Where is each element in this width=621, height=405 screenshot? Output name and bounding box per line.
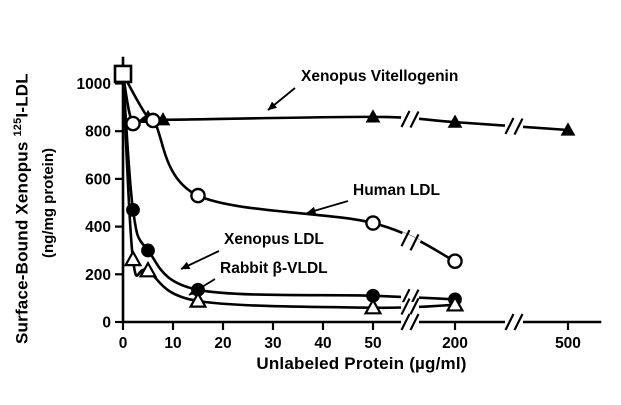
axis-breaks-layer [399, 110, 524, 331]
marker-open-triangle [188, 291, 208, 308]
marker-open-square [113, 64, 133, 84]
annotation-arrow-xenopus-vitellogenin [267, 87, 296, 111]
x-axis-break-slash [513, 313, 524, 331]
marker-open-circle [365, 215, 381, 231]
y-axis-title-text: Surface-Bound Xenopus [12, 136, 32, 344]
curve-break-human-ldl-slash [409, 233, 420, 251]
marker-open-triangle [445, 294, 465, 312]
annotation-label-xenopus-ldl: Xenopus LDL [224, 231, 324, 248]
curve-break-rabbit-vldl-gap [400, 301, 420, 312]
annotation-arrow-rabbit-vldl [188, 278, 216, 296]
marker-open-triangle [363, 297, 383, 315]
x-tick-label: 0 [119, 335, 128, 352]
y-tick-label: 1000 [77, 76, 111, 93]
x-tick-label: 500 [555, 335, 581, 352]
markers-layer [113, 64, 576, 315]
curve-break-human-ldl-gap [399, 231, 421, 249]
isotope-superscript: 125 [12, 117, 24, 137]
curve-break-xenopus-vitellogenin-slash [409, 111, 420, 129]
y-tick-label: 800 [85, 124, 111, 141]
marker-open-triangle [138, 260, 158, 278]
annotations-layer: Xenopus Vitellogenin Human LDL Xenopus LDL… [180, 68, 458, 296]
annotation-label-rabbit-vldl: Rabbit β-VLDL [220, 260, 328, 277]
curve-break-human-ldl-slash [400, 229, 411, 247]
marker-open-circle [145, 112, 161, 129]
curve-break-xenopus-vitellogenin-slash [400, 110, 411, 128]
curve-break-rabbit-vldl-slash [409, 297, 420, 315]
x-tick-label: 50 [364, 335, 381, 352]
annotation-arrow-xenopus-ldl [180, 250, 220, 270]
x-tick-label: 20 [214, 335, 231, 352]
y-axis-units: (ng/mg protein) [40, 148, 57, 258]
marker-open-circle [125, 115, 141, 132]
curve-break-xenopus-vitellogenin-slash [513, 118, 524, 136]
x-axis-break-slash [504, 313, 515, 331]
x-tick-label: 40 [314, 335, 331, 352]
y-tick-label: 600 [85, 171, 111, 188]
x-tick-label: 10 [164, 335, 181, 352]
marker-open-circle [447, 253, 463, 269]
marker-open-circle [190, 187, 206, 204]
y-tick-label: 200 [85, 267, 111, 284]
curve-break-xenopus-vitellogenin-gap [400, 114, 420, 125]
y-axis-title: Surface-Bound Xenopus 125I-LDL [12, 73, 33, 344]
marker-filled-circle [126, 203, 140, 217]
y-tick-label: 400 [85, 219, 111, 236]
annotation-label-xenopus-vitellogenin: Xenopus Vitellogenin [301, 68, 458, 85]
tick-labels-layer: 0 10 20 30 40 50 200 500 0 200 400 600 800 1000 [77, 76, 581, 352]
series-layer [121, 72, 570, 310]
curve-break-xenopus-vitellogenin-slash [504, 117, 515, 135]
curve-break-rabbit-vldl-slash [400, 298, 411, 316]
x-tick-label: 30 [264, 335, 281, 352]
axes-layer [115, 56, 602, 330]
x-axis-break-slash [409, 313, 420, 331]
y-tick-label: 0 [102, 315, 111, 332]
x-tick-label: 200 [442, 335, 468, 352]
curve-break-xenopus-ldl-gap [400, 292, 420, 303]
x-axis-break-slash [400, 313, 411, 331]
marker-filled-circle [366, 288, 380, 303]
marker-filled-triangle [365, 109, 381, 123]
curve-break-xenopus-vitellogenin-gap [504, 121, 524, 132]
marker-open-triangle [123, 249, 143, 267]
marker-filled-circle [141, 243, 155, 258]
annotation-label-human-ldl: Human LDL [353, 182, 440, 199]
annotation-arrow-human-ldl [306, 200, 349, 215]
marker-filled-triangle [560, 122, 576, 136]
x-axis-title: Unlabeled Protein (µg/ml) [256, 354, 467, 373]
marker-filled-triangle [447, 114, 463, 128]
y-axis-title-suffix: I-LDL [12, 73, 32, 118]
